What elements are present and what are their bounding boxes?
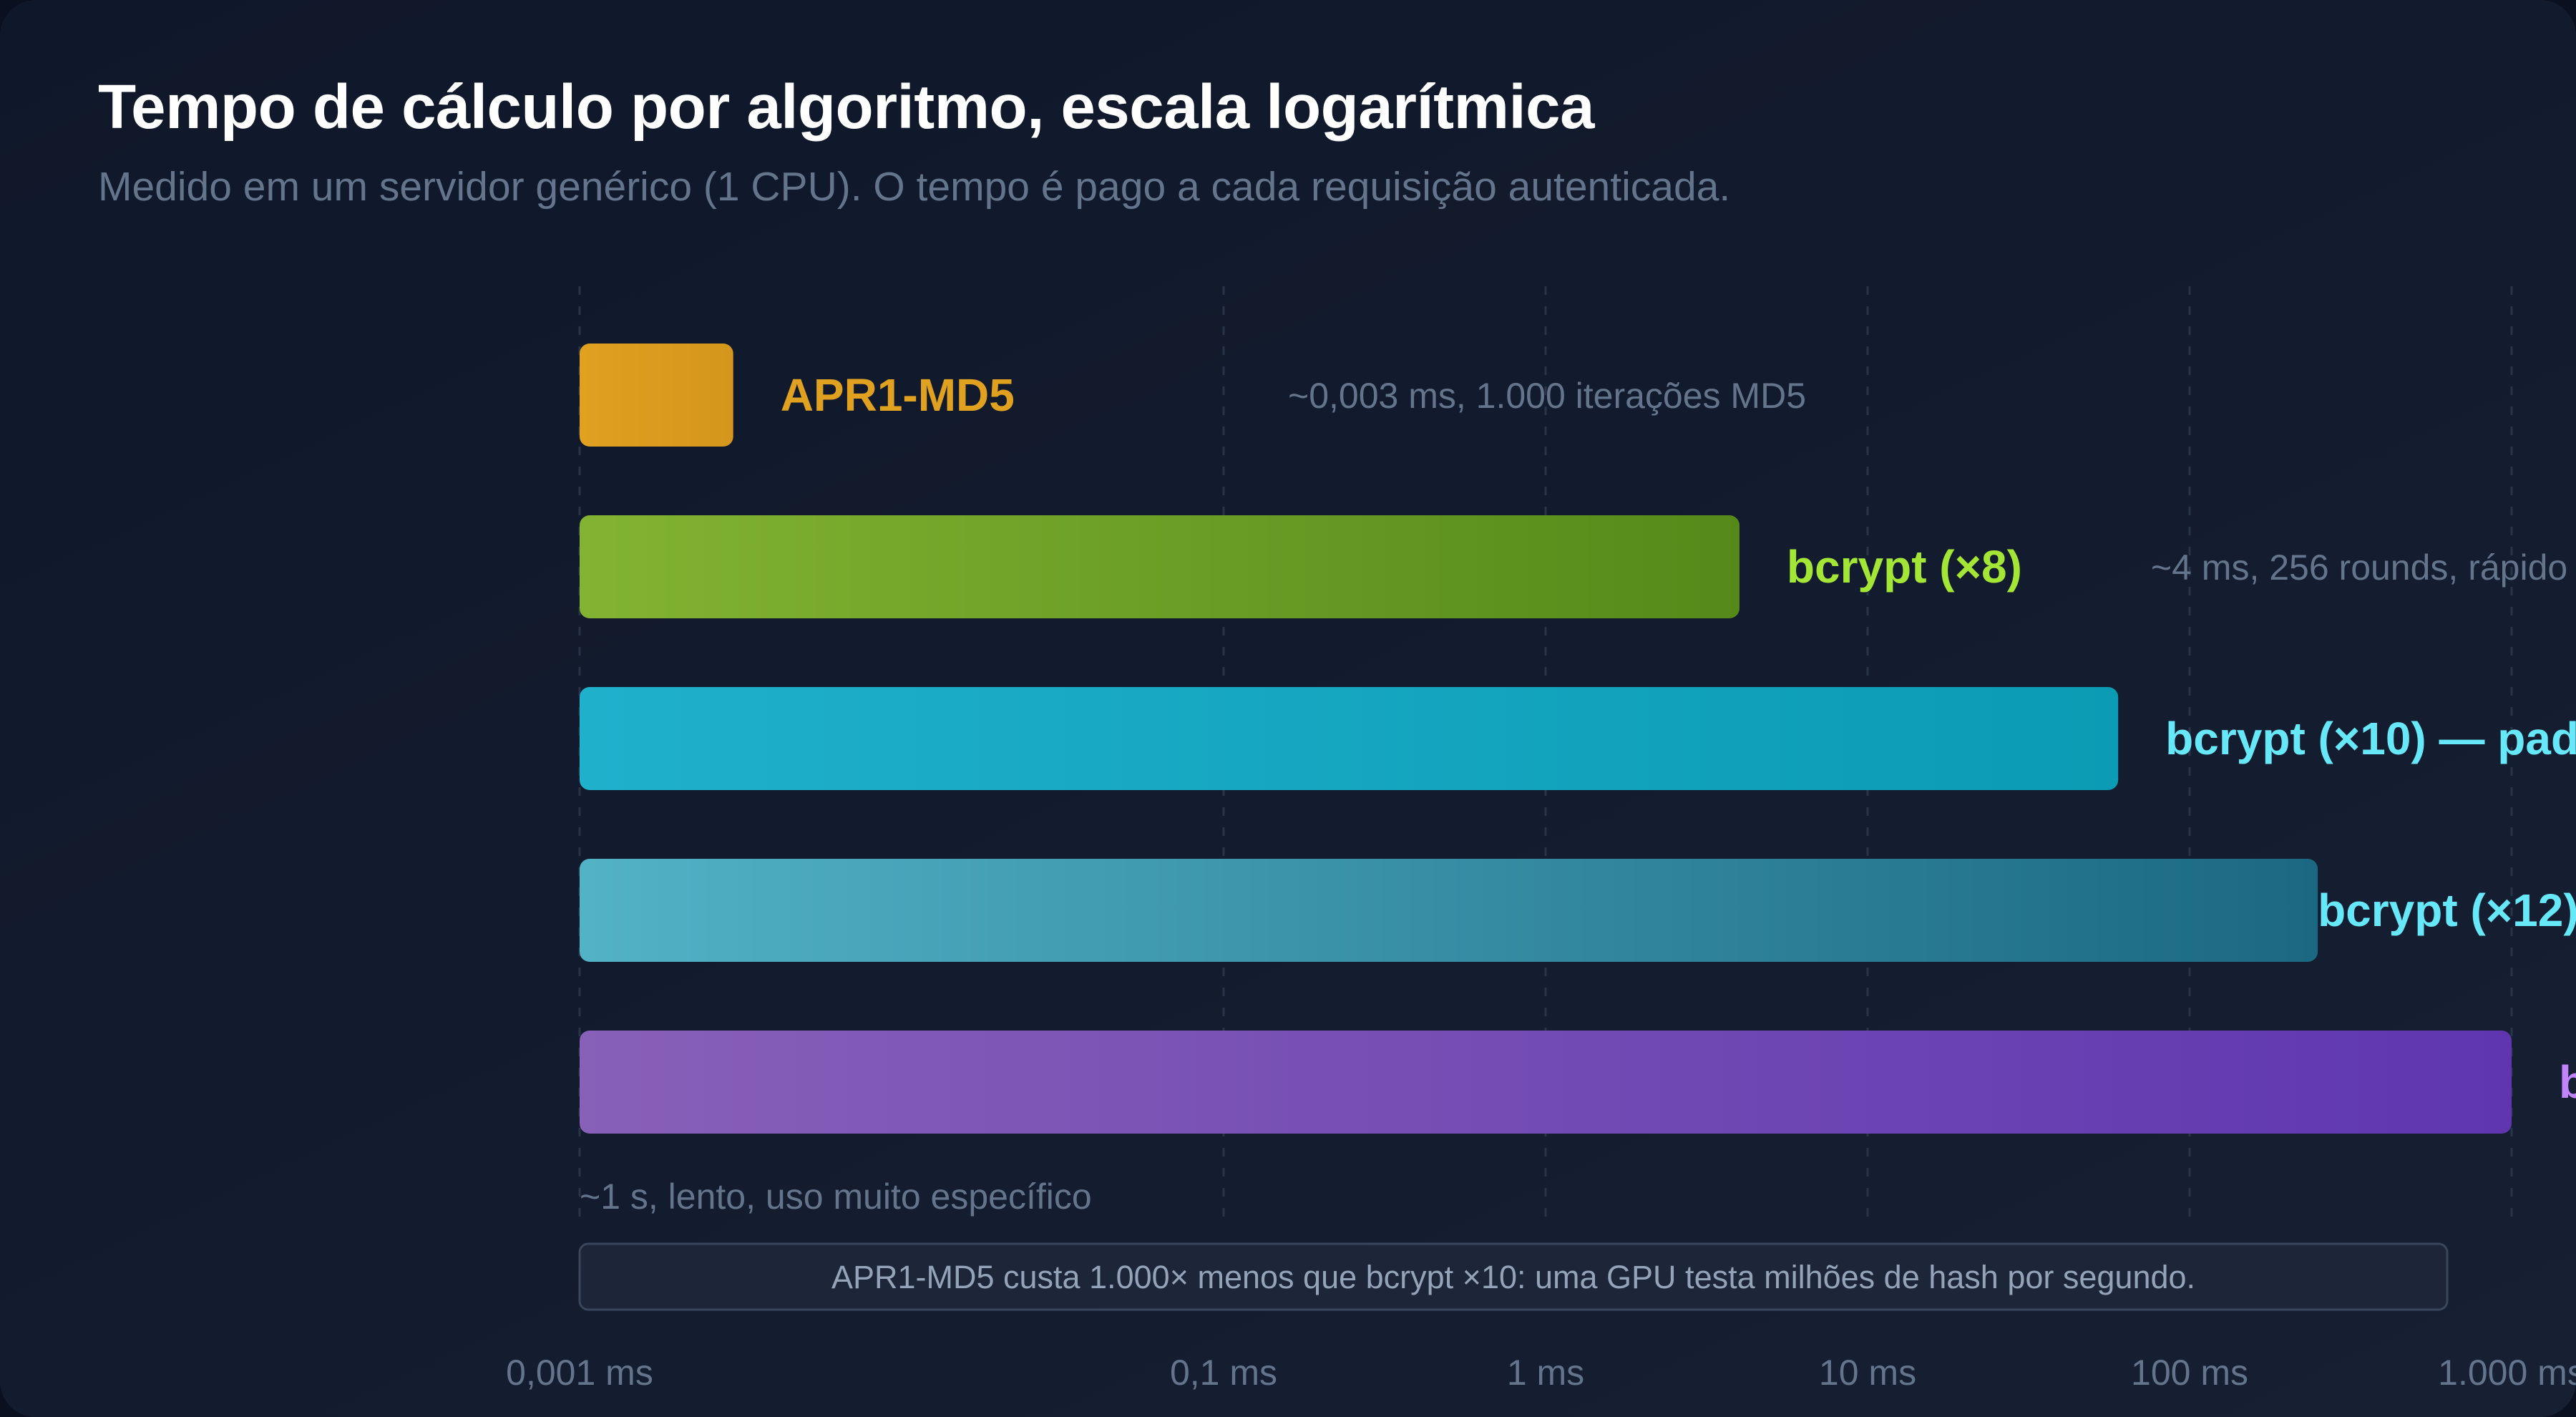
bar-label: bcrypt (×8) <box>1787 541 2022 593</box>
bar-label: bcrypt (×10) — padrão recomendado <box>2165 713 2576 764</box>
x-tick-label: 0,001 ms <box>506 1353 653 1393</box>
x-tick-label: 1.000 ms <box>2438 1353 2576 1393</box>
bar-note: ~0,003 ms, 1.000 iterações MD5 <box>1288 376 1806 416</box>
bar-note: ~4 ms, 256 rounds, rápido mas pouco prot… <box>2151 547 2576 588</box>
x-tick-label: 0,1 ms <box>1170 1353 1277 1393</box>
bar-label: bcrypt (×14) <box>2559 1056 2576 1108</box>
bar <box>580 515 1740 618</box>
bar <box>580 859 2318 962</box>
bar <box>580 687 2119 790</box>
bar-note: ~1 s, lento, uso muito específico <box>580 1177 1092 1217</box>
footnote-box <box>578 1242 2449 1311</box>
x-tick-label: 100 ms <box>2131 1353 2248 1393</box>
chart-title: Tempo de cálculo por algoritmo, escala l… <box>98 72 1594 142</box>
bar-label: bcrypt (×12) <box>2318 885 2576 936</box>
bar <box>580 344 733 447</box>
footnote-text: APR1-MD5 custa 1.000× menos que bcrypt ×… <box>831 1259 2195 1295</box>
bar <box>580 1031 2512 1134</box>
bar-label: APR1-MD5 <box>781 369 1015 421</box>
x-tick-label: 1 ms <box>1507 1353 1584 1393</box>
x-tick-label: 10 ms <box>1819 1353 1916 1393</box>
chart-subtitle: Medido em um servidor genérico (1 CPU). … <box>98 164 1731 210</box>
